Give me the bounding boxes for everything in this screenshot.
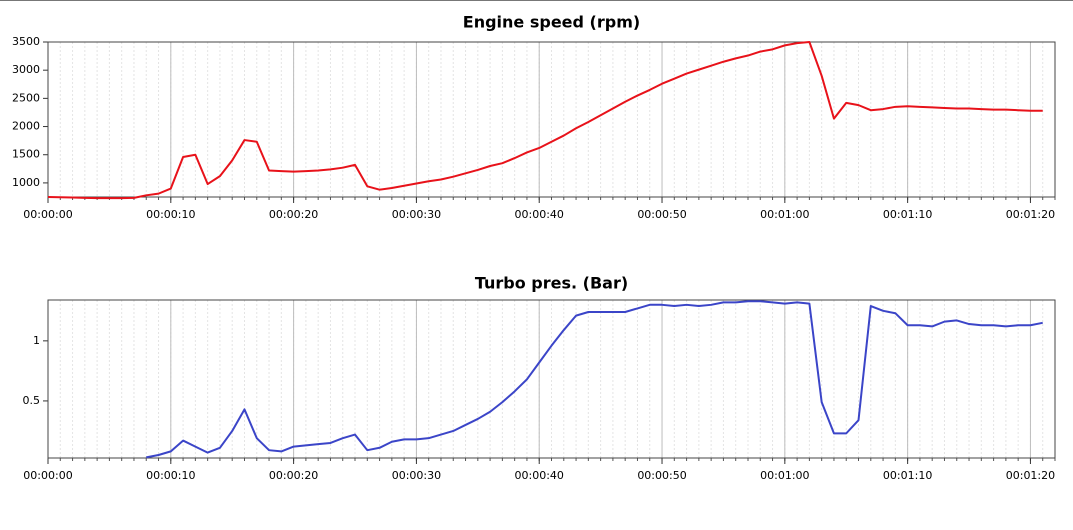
x-tick-label: 00:00:10 xyxy=(146,208,195,221)
y-tick-label: 2500 xyxy=(12,91,40,104)
y-tick-label: 1 xyxy=(33,334,40,347)
x-tick-label: 00:01:20 xyxy=(1006,469,1055,482)
x-tick-label: 00:00:50 xyxy=(637,208,686,221)
x-tick-label: 00:01:00 xyxy=(760,208,809,221)
y-tick-label: 2000 xyxy=(12,120,40,133)
x-tick-label: 00:00:30 xyxy=(392,469,441,482)
plot-frame xyxy=(47,299,1056,459)
x-tick-label: 00:00:00 xyxy=(23,469,72,482)
data-line xyxy=(146,300,1043,459)
x-tick-label: 00:00:20 xyxy=(269,469,318,482)
x-tick-label: 00:00:40 xyxy=(515,469,564,482)
x-tick-label: 00:00:40 xyxy=(515,208,564,221)
x-tick-label: 00:01:10 xyxy=(883,208,932,221)
y-tick-label: 3000 xyxy=(12,63,40,76)
x-tick-label: 00:00:20 xyxy=(269,208,318,221)
x-tick-label: 00:00:00 xyxy=(23,208,72,221)
y-tick-label: 1000 xyxy=(12,176,40,189)
data-line xyxy=(47,41,1043,200)
y-tick-label: 3500 xyxy=(12,35,40,48)
chart-title: Turbo pres. (Bar) xyxy=(475,274,628,293)
x-tick-label: 00:00:30 xyxy=(392,208,441,221)
y-tick-label: 1500 xyxy=(12,148,40,161)
plot-frame xyxy=(47,41,1056,198)
x-tick-label: 00:01:00 xyxy=(760,469,809,482)
x-tick-label: 00:00:50 xyxy=(637,469,686,482)
x-tick-label: 00:01:20 xyxy=(1006,208,1055,221)
x-tick-label: 00:01:10 xyxy=(883,469,932,482)
x-tick-label: 00:00:10 xyxy=(146,469,195,482)
chart-title: Engine speed (rpm) xyxy=(463,13,640,32)
y-tick-label: 0.5 xyxy=(23,394,41,407)
